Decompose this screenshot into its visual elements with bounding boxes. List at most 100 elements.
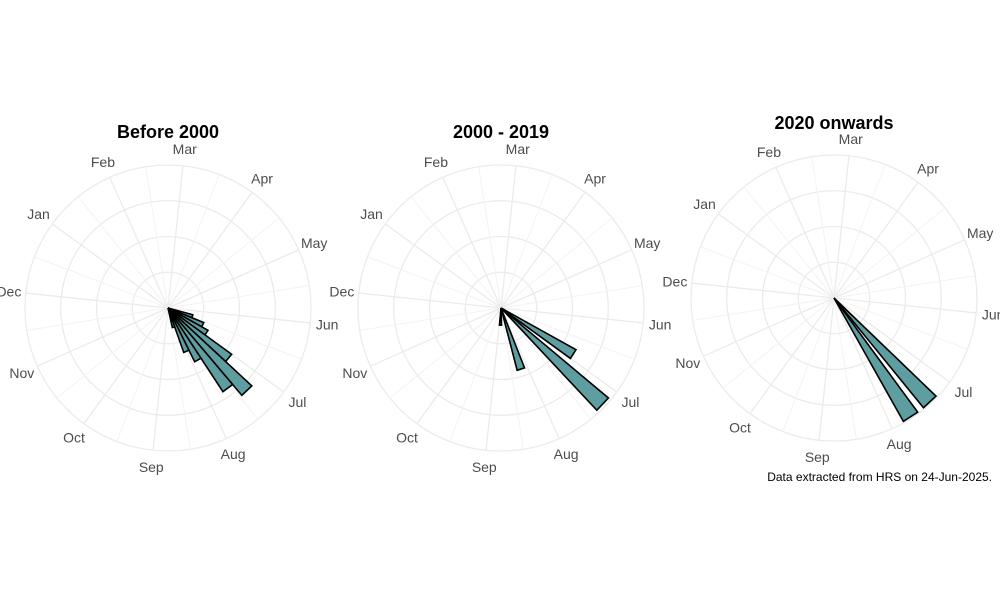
bar-jul-14 bbox=[833, 297, 938, 409]
bar-jul-10 bbox=[500, 307, 610, 412]
grid-ring bbox=[95, 235, 241, 381]
month-label-aug: Aug bbox=[221, 446, 246, 462]
grid-spoke-minor bbox=[833, 164, 886, 299]
grid-spoke bbox=[833, 297, 893, 429]
grid-spoke-minor bbox=[359, 307, 502, 331]
grid-spoke-minor bbox=[34, 256, 169, 309]
month-label-jul: Jul bbox=[621, 394, 639, 410]
grid-spoke-minor bbox=[449, 307, 502, 442]
grid-ring bbox=[797, 261, 871, 335]
grid-spoke bbox=[500, 307, 644, 324]
month-label-nov: Nov bbox=[342, 365, 367, 381]
grid-spoke-minor bbox=[500, 174, 553, 309]
month-label-mar: Mar bbox=[173, 141, 197, 157]
grid-spoke-minor bbox=[410, 196, 502, 309]
month-label-jan: Jan bbox=[360, 206, 383, 222]
grid-spoke bbox=[152, 307, 169, 451]
caption: Data extracted from HRS on 24-Jun-2025. bbox=[767, 470, 992, 484]
grid-spoke-minor bbox=[145, 166, 169, 309]
grid-spoke bbox=[442, 177, 502, 309]
month-label-mar: Mar bbox=[506, 141, 530, 157]
grid-spoke-minor bbox=[743, 186, 835, 299]
grid-ring bbox=[24, 164, 312, 452]
grid-spoke-minor bbox=[167, 217, 280, 309]
month-label-dec: Dec bbox=[0, 283, 21, 299]
grid-ring bbox=[726, 190, 942, 406]
grid-spoke-minor bbox=[782, 297, 835, 432]
grid-spoke bbox=[167, 191, 253, 309]
grid-spoke-minor bbox=[811, 156, 835, 299]
grid-spoke-minor bbox=[692, 297, 835, 321]
month-label-jun: Jun bbox=[982, 307, 1000, 323]
grid-spoke-minor bbox=[167, 174, 220, 309]
grid-spoke bbox=[833, 239, 965, 299]
grid-spoke bbox=[833, 155, 850, 299]
polar-panel-3: Jan Feb Mar Apr May Jun Jul Aug Sep Oct Nov Dec 2020… bbox=[662, 113, 1000, 465]
grid-spoke-minor bbox=[700, 246, 835, 299]
grid-spoke bbox=[500, 307, 560, 439]
grid-ring bbox=[761, 225, 907, 371]
grid-spoke bbox=[500, 165, 517, 309]
bar-aug-8 bbox=[500, 307, 526, 372]
grid-spoke-minor bbox=[56, 307, 169, 399]
month-label-jun: Jun bbox=[649, 317, 672, 333]
grid-spoke-minor bbox=[478, 166, 502, 309]
grid-ring bbox=[60, 200, 276, 416]
grid-spoke bbox=[167, 165, 184, 309]
grid-spoke-minor bbox=[500, 307, 524, 450]
grid-spoke bbox=[500, 191, 586, 309]
grid-spoke bbox=[833, 297, 977, 314]
month-label-sep: Sep bbox=[472, 459, 497, 475]
grid-spoke-minor bbox=[116, 307, 169, 442]
month-label-aug: Aug bbox=[554, 446, 579, 462]
grid-spoke bbox=[384, 223, 502, 309]
grid-spoke bbox=[703, 297, 835, 357]
month-label-mar: Mar bbox=[839, 131, 863, 147]
grid-ring bbox=[690, 154, 978, 442]
grid-spoke bbox=[833, 297, 951, 383]
grid-spoke-minor bbox=[833, 275, 976, 299]
month-label-nov: Nov bbox=[9, 365, 34, 381]
month-label-may: May bbox=[301, 235, 327, 251]
month-label-oct: Oct bbox=[729, 419, 751, 435]
grid-spoke-minor bbox=[500, 307, 635, 360]
month-label-apr: Apr bbox=[251, 171, 273, 187]
month-label-oct: Oct bbox=[63, 429, 85, 445]
grid-spoke-minor bbox=[167, 285, 310, 309]
grid-spoke-minor bbox=[500, 307, 592, 420]
grid-spoke bbox=[485, 307, 502, 451]
month-label-may: May bbox=[634, 235, 660, 251]
month-label-sep: Sep bbox=[805, 449, 830, 465]
grid-spoke-minor bbox=[77, 196, 169, 309]
month-label-aug: Aug bbox=[887, 436, 912, 452]
grid-ring bbox=[131, 271, 205, 345]
polar-panel-1: Jan Feb Mar Apr May Jun Jul Aug Sep Oct Nov Dec Befo… bbox=[0, 122, 338, 475]
month-label-dec: Dec bbox=[329, 283, 354, 299]
month-label-feb: Feb bbox=[91, 154, 115, 170]
grid-ring bbox=[464, 271, 538, 345]
grid-spoke bbox=[83, 307, 169, 425]
month-label-nov: Nov bbox=[675, 355, 700, 371]
grid-spoke bbox=[358, 292, 502, 309]
bar-aug-3 bbox=[167, 307, 191, 354]
month-label-feb: Feb bbox=[424, 154, 448, 170]
panel-title: 2000 - 2019 bbox=[453, 122, 549, 142]
grid-spoke bbox=[370, 307, 502, 367]
panel-title: Before 2000 bbox=[117, 122, 219, 142]
grid-spoke-minor bbox=[833, 207, 946, 299]
polar-panel-2: Jan Feb Mar Apr May Jun Jul Aug Sep Oct Nov Dec 2000… bbox=[329, 122, 671, 475]
grid-spoke-minor bbox=[500, 285, 643, 309]
month-label-oct: Oct bbox=[396, 429, 418, 445]
grid-spoke bbox=[51, 223, 169, 309]
grid-spoke bbox=[818, 297, 835, 441]
grid-spoke bbox=[37, 307, 169, 367]
grid-spoke bbox=[775, 167, 835, 299]
bar-aug-10 bbox=[167, 307, 176, 329]
bar-aug-28 bbox=[498, 307, 503, 326]
grid-spoke-minor bbox=[833, 297, 857, 440]
month-label-apr: Apr bbox=[584, 171, 606, 187]
month-label-jan: Jan bbox=[693, 196, 716, 212]
month-label-jun: Jun bbox=[316, 317, 339, 333]
panel-title: 2020 onwards bbox=[774, 113, 893, 133]
